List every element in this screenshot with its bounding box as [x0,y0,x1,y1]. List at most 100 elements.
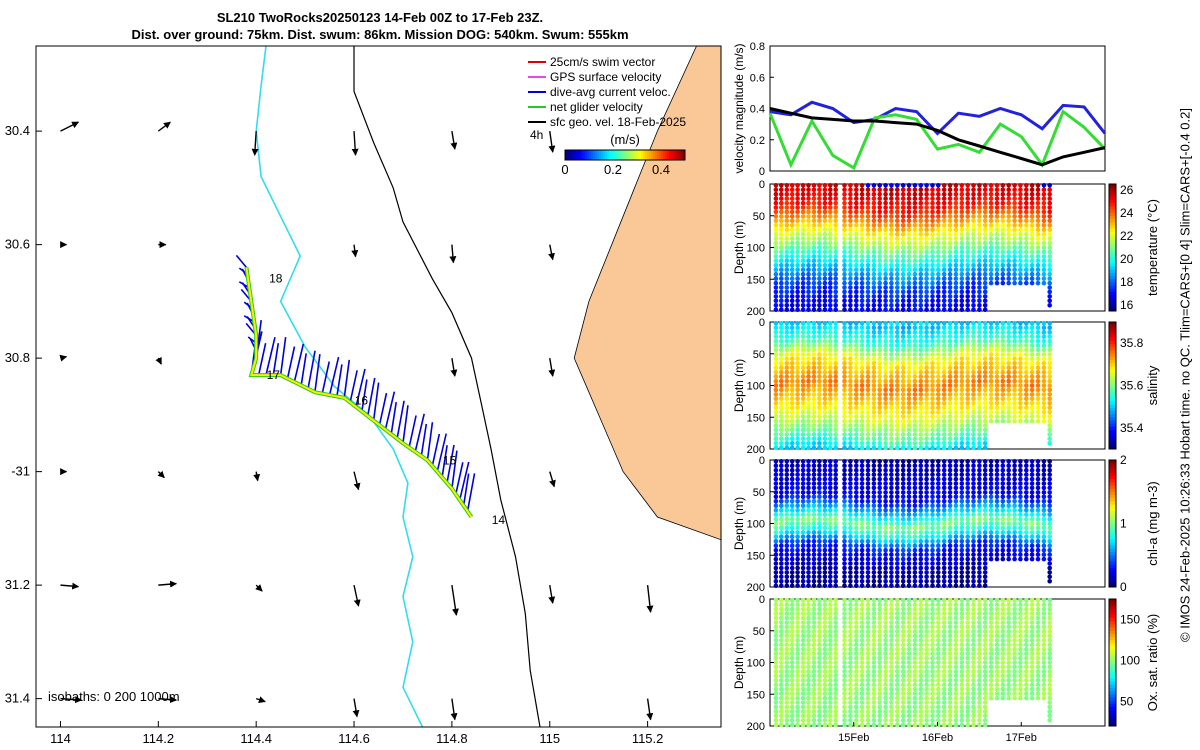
section-point [1047,378,1052,384]
section-point [912,476,918,482]
section-point [795,191,800,197]
section-point [930,378,935,384]
geostrophic-vector [253,471,261,482]
section-point [965,338,970,344]
colorbar-cell [573,150,576,160]
section-point [779,459,784,464]
section-point [889,521,894,526]
section-point [1029,321,1035,326]
section-point [806,334,811,339]
track-day-label: 16 [355,394,369,408]
section-point [842,530,847,535]
section-point [784,695,790,701]
section-point [817,436,822,442]
section-point [822,369,828,375]
section-point [784,507,790,513]
section-point [848,704,853,710]
section-point [977,218,982,224]
section-point [918,414,924,419]
section-point [865,525,871,531]
section-point [1024,223,1029,228]
section-point [773,338,779,344]
section-point [859,574,865,580]
section-point [930,276,935,281]
section-point [871,459,877,464]
section-point [941,285,947,290]
section-point [779,245,784,250]
section-point [811,285,817,290]
section-point [941,392,947,397]
section-point [822,660,828,665]
section-point [789,329,795,335]
section-point [795,481,800,486]
section-point [965,276,970,281]
section-point [1012,231,1017,237]
section-point [1006,485,1011,491]
section-point [900,552,906,557]
section-colorbar-cell [1109,360,1116,364]
section-point [936,356,941,362]
section-point [811,303,817,308]
section-point [959,187,965,192]
section-point [795,539,800,544]
section-point [941,209,947,215]
section-colorbar-cell [1109,250,1116,255]
section-point [854,334,859,339]
section-point [930,183,935,188]
section-colorbar-cell [1109,404,1116,409]
section-colorbar-cell [1109,375,1116,380]
section-point [833,432,838,437]
current-vector [396,400,405,439]
section-colorbar-cell [1109,504,1116,509]
section-point [822,245,828,250]
section-point [912,490,918,495]
section-point [895,436,900,442]
colorbar-cell [599,150,602,160]
section-point [959,245,965,250]
section-point [828,476,833,482]
section-point [806,490,811,495]
colorbar-cell [683,150,686,160]
section-point [947,547,953,553]
section-point [930,579,935,584]
section-point [924,574,929,580]
section-point [941,294,947,299]
section-point [959,205,965,210]
section-point [900,294,906,299]
section-point [900,441,906,446]
section-point [971,556,976,562]
section-point [822,709,828,714]
section-point [871,472,877,477]
section-point [865,459,871,464]
section-point [817,704,822,710]
section-point [1000,378,1006,384]
section-colorbar-cell [1109,536,1116,540]
section-point [877,361,882,366]
section-point [988,187,994,192]
section-point [828,441,833,446]
section-point [1047,387,1052,393]
section-point [871,722,877,727]
section-point [1035,387,1041,393]
section-point [877,347,882,353]
section-point [889,227,894,232]
section-point [859,704,865,710]
section-point [795,418,800,424]
section-point [828,570,833,575]
section-colorbar-cell [1109,331,1116,336]
section-point [988,387,994,393]
section-point [854,325,859,331]
section-point [811,543,817,548]
section-point [1047,361,1052,366]
section-point [854,481,859,486]
section-point [994,476,1000,482]
section-colorbar-label: temperature (°C) [1145,199,1160,296]
section-point [953,338,959,344]
section-point [977,574,982,580]
section-point [883,445,888,451]
section-point [784,352,790,357]
map-ytick-label: 30.8 [5,350,30,365]
section-point [779,183,784,188]
section-point [959,352,965,357]
section-point [811,321,817,326]
